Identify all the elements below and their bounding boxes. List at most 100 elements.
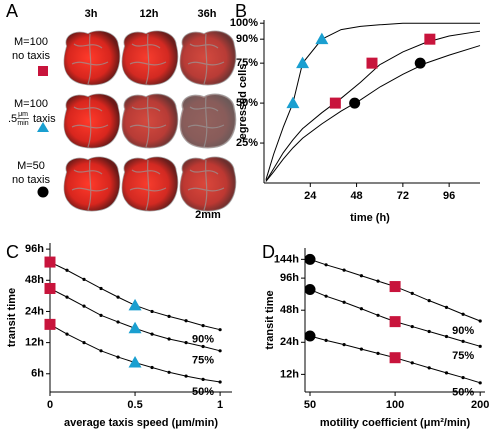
x-tick-label: 24 [304, 190, 317, 202]
x-tick-label: 200 [471, 399, 489, 411]
curve-dot [461, 339, 465, 343]
marker-circle [349, 97, 361, 109]
curve-dot [478, 344, 482, 348]
row-label: no taxis [12, 50, 50, 62]
curve-dot [184, 341, 188, 345]
curve [265, 22, 480, 180]
signal [122, 157, 178, 211]
panel-label: B [235, 1, 247, 21]
curve-dot [184, 319, 188, 323]
curve-dot [201, 324, 205, 328]
signal [180, 31, 236, 85]
texture [129, 33, 167, 85]
curve-dot [324, 263, 328, 267]
chart-panel: B 25% 50% 75% 90% 100% 24 48 72 96 egressed cells t… [230, 1, 481, 224]
marker-triangle [296, 56, 310, 69]
curve-dot [65, 295, 69, 299]
curve-dot [342, 343, 346, 347]
x-tick-label: 50 [304, 399, 316, 411]
marker-square [389, 352, 401, 364]
curve-dot [82, 277, 86, 281]
y-tick-label: 12h [280, 368, 299, 380]
curve-dot [184, 374, 188, 378]
curve-dot [150, 309, 154, 314]
image-tile [63, 156, 121, 212]
texture [129, 159, 167, 211]
marker-square [44, 318, 56, 330]
curve-label: 75% [452, 350, 474, 362]
marker-square [389, 281, 401, 293]
marker-square [389, 316, 401, 328]
marker-triangle [315, 32, 329, 45]
key-circle [37, 186, 49, 198]
image-tile [179, 93, 237, 149]
unit-numerator: μm [18, 111, 28, 118]
curve [265, 45, 481, 182]
curve-dot [65, 332, 69, 336]
marker-square [424, 33, 436, 45]
curve-dot [461, 312, 465, 316]
y-tick-label: 48h [280, 304, 299, 316]
curve-dot [376, 351, 380, 355]
curve-dot [116, 320, 120, 324]
scale-label: 2mm [195, 209, 221, 221]
column-label: 3h [85, 8, 98, 20]
image-tile [63, 93, 121, 149]
y-tick-label: 24h [280, 336, 299, 348]
curve-dot [82, 341, 86, 345]
chart-panel: D 12h 24h 48h 96h 144h 50 100 200 transit time mot… [262, 242, 489, 429]
y-axis-label: transit time [264, 290, 276, 349]
panel-label: A [6, 1, 18, 21]
y-tick-label: 96h [280, 272, 299, 284]
curve-dot [461, 375, 465, 380]
curve-dot [201, 377, 205, 381]
curve-dot [359, 307, 364, 311]
curve-dot [376, 279, 380, 283]
curve-dot [82, 304, 86, 308]
texture [129, 96, 167, 148]
marker-triangle [128, 356, 142, 368]
x-tick-label: 0.5 [127, 399, 142, 411]
column-label: 12h [140, 8, 159, 20]
curve-dot [116, 295, 120, 299]
curve-dot [65, 268, 69, 272]
curve-label: 90% [192, 334, 214, 346]
key-triangle [37, 122, 49, 132]
curve-dot [444, 371, 449, 375]
curve-dot [167, 314, 171, 318]
marker-triangle [128, 321, 142, 334]
curve-dot [342, 268, 346, 272]
curve-dot [99, 286, 103, 291]
curve-dot [478, 381, 482, 385]
row-label: M=100 [14, 36, 48, 48]
marker-circle [304, 330, 316, 342]
panel-label: D [262, 242, 275, 262]
texture [187, 96, 225, 148]
unit-denominator: min [17, 120, 28, 127]
marker-circle [304, 253, 316, 265]
y-tick-label: 75% [236, 57, 258, 69]
x-tick-label: 48 [350, 190, 362, 202]
column-label: 36h [198, 8, 217, 20]
y-tick-label: 100% [230, 17, 258, 29]
signal [122, 31, 178, 85]
texture [71, 33, 109, 85]
curve-dot [218, 328, 222, 332]
row-label: M=100 [14, 98, 48, 110]
curve-dot [324, 338, 328, 342]
curve-dot [444, 305, 449, 309]
texture [187, 33, 225, 85]
curve-dot [218, 380, 222, 384]
y-tick-label: 96h [25, 243, 44, 255]
row-label: taxis [33, 113, 56, 125]
x-axis-label: average taxis speed (μm/min) [64, 417, 218, 429]
signal [180, 157, 236, 211]
image-tile [179, 156, 237, 212]
row-label: M=50 [17, 160, 45, 172]
y-tick-label: 144h [274, 253, 299, 265]
curve-dot [150, 332, 154, 336]
row-label: .5 [8, 113, 17, 125]
y-axis-label: transit time [6, 288, 18, 347]
signal [64, 157, 120, 211]
y-tick-label: 6h [31, 368, 44, 380]
